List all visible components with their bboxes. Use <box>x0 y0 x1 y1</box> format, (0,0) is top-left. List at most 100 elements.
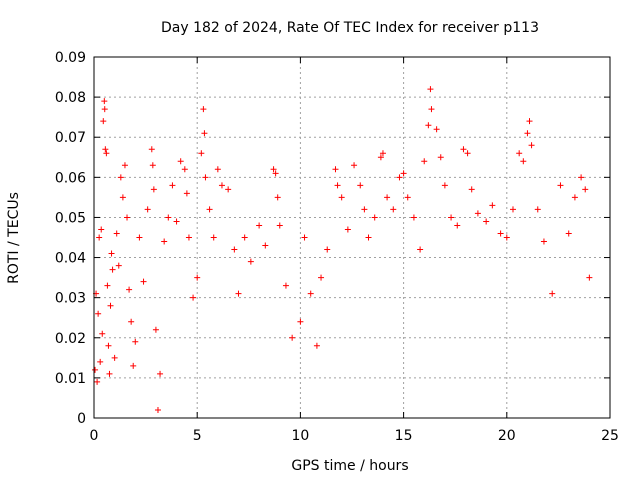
data-point <box>150 186 157 193</box>
data-point <box>377 154 384 161</box>
data-point <box>324 246 331 253</box>
data-point <box>96 234 103 241</box>
data-point <box>441 182 448 189</box>
data-point <box>247 258 254 265</box>
data-point <box>427 86 434 93</box>
y-axis-label: ROTI / TECUs <box>6 192 22 284</box>
data-point <box>578 174 585 181</box>
data-point <box>586 274 593 281</box>
data-point <box>113 230 120 237</box>
data-point <box>483 218 490 225</box>
data-point <box>157 370 164 377</box>
data-point <box>214 166 221 173</box>
data-point <box>169 182 176 189</box>
y-tick-label: 0.08 <box>55 90 86 106</box>
data-point <box>130 362 137 369</box>
data-point <box>421 158 428 165</box>
data-point <box>111 354 118 361</box>
data-point <box>106 370 113 377</box>
data-point <box>101 106 108 113</box>
data-point <box>148 146 155 153</box>
data-point <box>92 366 99 373</box>
chart-title: Day 182 of 2024, Rate Of TEC Index for r… <box>161 20 539 36</box>
data-point <box>371 214 378 221</box>
data-point <box>289 334 296 341</box>
data-point <box>509 206 516 213</box>
data-point <box>400 170 407 177</box>
data-point <box>109 266 116 273</box>
data-point <box>404 194 411 201</box>
data-point <box>144 206 151 213</box>
data-point <box>282 282 289 289</box>
data-point <box>97 358 104 365</box>
data-point <box>460 146 467 153</box>
y-tick-label: 0.09 <box>55 50 86 66</box>
data-point <box>119 194 126 201</box>
data-point <box>582 186 589 193</box>
y-tick-label: 0.07 <box>55 130 86 146</box>
data-point <box>185 234 192 241</box>
data-point <box>307 290 314 297</box>
data-point <box>190 294 197 301</box>
data-point <box>270 166 277 173</box>
data-point <box>149 162 156 169</box>
data-point <box>497 230 504 237</box>
data-point <box>161 238 168 245</box>
data-point <box>101 98 108 105</box>
axes: 0 5 10 15 20 25 0 0.01 0.02 0.03 0.04 0.05 0.06 0.07 0… <box>55 50 619 444</box>
data-point <box>181 166 188 173</box>
data-point <box>454 222 461 229</box>
data-point <box>390 206 397 213</box>
y-tick-label: 0.05 <box>55 210 86 226</box>
x-tick-label: 15 <box>395 428 413 444</box>
y-tick-label: 0.02 <box>55 331 86 347</box>
y-tick-label: 0.04 <box>55 251 86 267</box>
data-point <box>218 182 225 189</box>
data-point <box>334 182 341 189</box>
y-tick-label: 0.03 <box>55 291 86 307</box>
data-point <box>202 174 209 181</box>
data-point <box>140 278 147 285</box>
data-point <box>100 118 107 125</box>
data-point <box>102 146 109 153</box>
data-point <box>165 214 172 221</box>
data-point <box>103 150 110 157</box>
x-tick-label: 10 <box>291 428 309 444</box>
x-tick-label: 0 <box>90 428 99 444</box>
data-point <box>396 174 403 181</box>
data-point <box>313 342 320 349</box>
data-point <box>520 158 527 165</box>
data-point <box>274 194 281 201</box>
data-point <box>571 194 578 201</box>
data-point <box>210 234 217 241</box>
data-point <box>365 234 372 241</box>
y-tick-label: 0.06 <box>55 170 86 186</box>
data-point <box>468 186 475 193</box>
data-point <box>557 182 564 189</box>
data-point <box>503 234 510 241</box>
data-point <box>276 222 283 229</box>
data-point <box>437 154 444 161</box>
data-point <box>384 194 391 201</box>
data-point <box>107 302 114 309</box>
data-point <box>301 234 308 241</box>
data-point <box>448 214 455 221</box>
data-point <box>344 226 351 233</box>
data-point <box>540 238 547 245</box>
x-tick-label: 25 <box>601 428 619 444</box>
data-point <box>104 282 111 289</box>
data-point <box>410 214 417 221</box>
data-point <box>201 130 208 137</box>
data-point <box>99 330 106 337</box>
x-tick-label: 5 <box>193 428 202 444</box>
data-point <box>124 214 131 221</box>
data-point <box>115 262 122 269</box>
x-tick-label: 20 <box>498 428 516 444</box>
data-point <box>565 230 572 237</box>
data-point <box>194 274 201 281</box>
data-points <box>92 86 593 413</box>
data-point <box>474 210 481 217</box>
data-point <box>357 182 364 189</box>
